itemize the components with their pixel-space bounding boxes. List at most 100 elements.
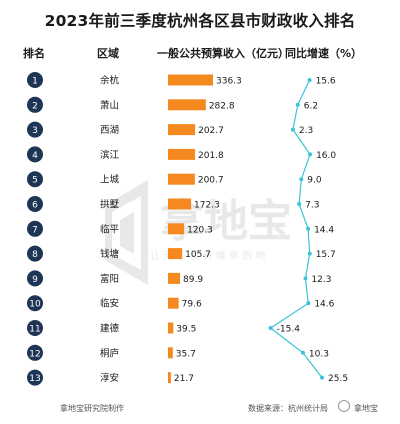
- column-header-rank: 排名: [23, 47, 45, 60]
- growth-value-label: 9.0: [307, 176, 322, 186]
- rank-badge: [27, 171, 43, 188]
- growth-value-label: 6.2: [304, 101, 318, 111]
- growth-value-label: 2.3: [299, 126, 313, 136]
- revenue-bar: [168, 322, 174, 334]
- rank-number: 10: [29, 300, 41, 310]
- growth-point: [308, 152, 313, 157]
- region-label: 滨江: [100, 149, 120, 161]
- chart-title: 2023年前三季度杭州各区县市财政收入排名: [44, 12, 356, 30]
- rank-number: 4: [32, 151, 38, 161]
- rank-badge: [27, 369, 43, 386]
- growth-value-label: 14.6: [314, 300, 334, 310]
- region-label: 上城: [100, 175, 120, 186]
- column-header-region: 区域: [97, 47, 119, 60]
- growth-value-label: -15.4: [277, 325, 301, 335]
- column-header-revenue: 一般公共预算收入（亿元）: [157, 47, 289, 60]
- growth-value-label: 15.6: [316, 77, 336, 87]
- rank-number: 8: [32, 250, 38, 260]
- revenue-bar: [168, 272, 181, 284]
- revenue-bar: [168, 74, 213, 86]
- growth-point: [307, 251, 312, 256]
- rank-badge: [27, 320, 43, 336]
- revenue-bar: [168, 148, 196, 160]
- growth-value-label: 15.7: [316, 250, 336, 260]
- rank-number: 7: [32, 225, 38, 235]
- revenue-value-label: 172.3: [194, 201, 220, 211]
- rank-badge: [27, 295, 43, 312]
- revenue-value-label: 120.3: [187, 225, 213, 235]
- region-label: 钱塘: [100, 248, 120, 260]
- region-label: 富阳: [100, 273, 119, 285]
- region-label: 淳安: [100, 372, 119, 384]
- rank-number: 12: [29, 349, 40, 359]
- growth-point: [306, 226, 311, 231]
- growth-value-label: 7.3: [305, 201, 319, 211]
- rank-badge: [27, 220, 43, 237]
- wechat-logo-icon: [338, 400, 350, 412]
- growth-value-label: 12.3: [311, 275, 331, 285]
- rank-number: 9: [32, 275, 38, 285]
- revenue-value-label: 35.7: [176, 349, 196, 359]
- growth-point: [300, 350, 305, 355]
- revenue-value-label: 105.7: [185, 250, 211, 260]
- rank-badge: [27, 245, 43, 262]
- revenue-bar: [168, 124, 196, 136]
- region-label: 临安: [100, 298, 119, 310]
- growth-value-label: 10.3: [309, 349, 329, 359]
- revenue-value-label: 39.5: [176, 325, 196, 335]
- region-label: 西湖: [100, 125, 119, 136]
- rank-badge: [27, 121, 43, 138]
- revenue-bar: [168, 347, 173, 359]
- rank-number: 6: [32, 201, 38, 211]
- growth-point: [295, 102, 300, 107]
- revenue-bar: [168, 198, 192, 210]
- growth-point: [268, 326, 273, 330]
- revenue-value-label: 202.7: [198, 126, 224, 136]
- growth-value-label: 16.0: [316, 151, 336, 161]
- revenue-value-label: 200.7: [198, 176, 224, 186]
- rank-badge: [27, 270, 43, 287]
- region-label: 余杭: [100, 75, 120, 87]
- rank-badge: [27, 146, 43, 163]
- region-label: 桐庐: [100, 347, 119, 359]
- rank-badge: [27, 344, 43, 361]
- revenue-value-label: 79.6: [182, 300, 202, 310]
- rank-badge: [27, 196, 43, 212]
- footer-source: 数据来源：杭州统计局: [248, 404, 328, 413]
- revenue-value-label: 201.8: [198, 151, 224, 161]
- rank-badge: [27, 72, 43, 88]
- revenue-bar: [168, 173, 195, 185]
- growth-value-label: 25.5: [328, 374, 348, 384]
- region-label: 临平: [100, 223, 120, 235]
- region-label: 拱墅: [100, 199, 120, 211]
- region-label: 萧山: [100, 99, 119, 111]
- rank-number: 3: [32, 126, 38, 136]
- revenue-value-label: 336.3: [216, 77, 242, 87]
- growth-value-label: 14.4: [314, 225, 334, 235]
- revenue-bar: [168, 223, 185, 235]
- footer-logo-text: 拿地宝: [354, 404, 378, 413]
- growth-point: [306, 301, 311, 306]
- revenue-bar: [168, 99, 206, 111]
- revenue-bar: [168, 297, 179, 309]
- growth-point: [299, 177, 304, 182]
- column-header-growth: 同比增速（%）: [285, 47, 363, 60]
- rank-number: 5: [32, 176, 38, 186]
- revenue-value-label: 89.9: [183, 275, 203, 285]
- rank-number: 2: [32, 101, 38, 111]
- footer-credit: 拿地宝研究院制作: [60, 404, 124, 413]
- rank-badge: [27, 96, 43, 113]
- revenue-bar: [168, 372, 171, 384]
- growth-point: [320, 375, 324, 380]
- growth-point: [297, 202, 302, 206]
- growth-point: [290, 127, 295, 132]
- revenue-value-label: 282.8: [209, 101, 235, 111]
- watermark-logo-icon: [105, 180, 148, 285]
- revenue-value-label: 21.7: [174, 374, 194, 384]
- growth-point: [307, 78, 312, 82]
- rank-number: 13: [29, 374, 40, 384]
- region-label: 建德: [100, 323, 120, 335]
- growth-point: [303, 276, 308, 281]
- rank-number: 11: [29, 325, 40, 335]
